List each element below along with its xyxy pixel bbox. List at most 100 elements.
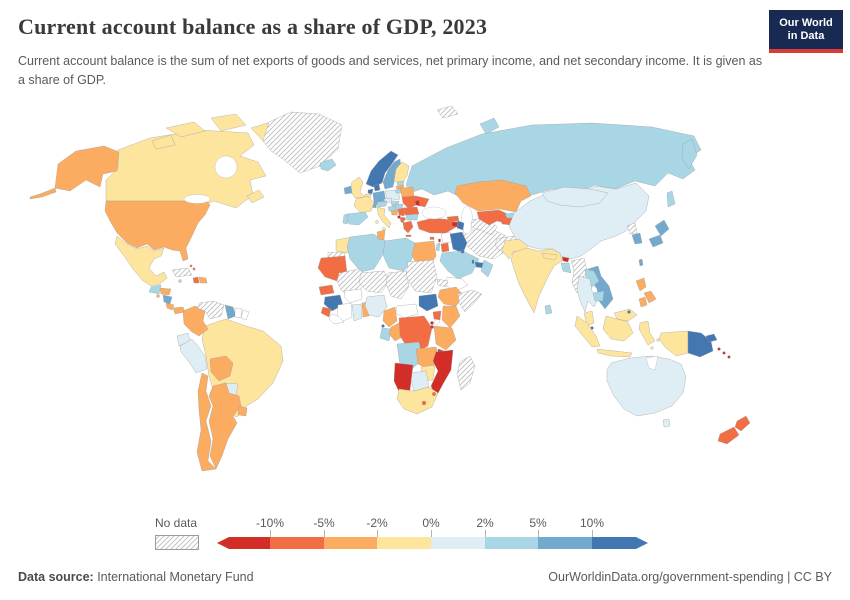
legend-bin-minus5-minus2[interactable]	[324, 537, 377, 549]
country-central-african-republic[interactable]	[395, 303, 419, 319]
country-eritrea[interactable]	[436, 278, 449, 288]
country-guatemala[interactable]	[148, 284, 162, 295]
country-qatar[interactable]	[471, 259, 475, 264]
country-philippines-luzon[interactable]	[635, 277, 647, 292]
country-croatia[interactable]	[387, 205, 397, 212]
country-georgia[interactable]	[446, 215, 460, 223]
legend-bin-above-10[interactable]	[592, 537, 648, 549]
country-dominican-republic[interactable]	[198, 276, 208, 284]
country-spain[interactable]	[344, 211, 369, 226]
country-suriname[interactable]	[234, 307, 243, 319]
country-taiwan[interactable]	[638, 258, 644, 267]
country-indonesia-papua[interactable]	[658, 330, 689, 357]
country-burkina-faso[interactable]	[343, 288, 363, 304]
country-canada-arctic-2[interactable]	[210, 113, 247, 132]
legend-bin-below-minus10[interactable]	[217, 537, 270, 549]
country-ireland[interactable]	[343, 185, 353, 195]
country-kenya[interactable]	[441, 305, 461, 329]
country-jordan[interactable]	[440, 242, 450, 253]
country-china[interactable]	[508, 182, 650, 260]
country-russia-novaya-zemlya[interactable]	[479, 117, 500, 135]
country-bulgaria[interactable]	[405, 213, 419, 221]
country-north-macedonia[interactable]	[402, 217, 406, 221]
country-cambodia[interactable]	[592, 290, 605, 302]
country-philippines-mindanao[interactable]	[643, 290, 657, 304]
country-australia-tasmania[interactable]	[662, 418, 671, 428]
country-malaysia-borneo[interactable]	[613, 308, 638, 322]
country-indonesia-halmahera[interactable]	[656, 338, 660, 342]
country-united-states[interactable]	[104, 196, 211, 262]
country-oman[interactable]	[480, 259, 494, 278]
country-el-salvador[interactable]	[156, 294, 160, 298]
country-indonesia-sumatra[interactable]	[574, 315, 601, 348]
country-algeria[interactable]	[346, 233, 387, 273]
country-australia[interactable]	[606, 355, 687, 417]
country-moldova[interactable]	[414, 199, 421, 207]
country-new-zealand-north[interactable]	[734, 415, 751, 432]
legend-bin-minus10-minus5[interactable]	[270, 537, 324, 549]
country-png-new-britain[interactable]	[705, 333, 718, 343]
country-bahamas-2[interactable]	[192, 267, 196, 271]
country-sierra-leone[interactable]	[320, 306, 332, 318]
country-united-kingdom[interactable]	[349, 176, 366, 199]
country-indonesia-kalimantan[interactable]	[602, 315, 634, 342]
country-azerbaijan[interactable]	[456, 220, 465, 231]
country-cyprus[interactable]	[429, 236, 435, 240]
country-tunisia[interactable]	[376, 229, 386, 241]
country-indonesia-sulawesi[interactable]	[638, 320, 656, 346]
no-data-swatch[interactable]	[155, 535, 199, 550]
country-lesotho[interactable]	[421, 400, 427, 406]
legend-bin-minus2-0[interactable]	[377, 537, 431, 549]
country-cuba[interactable]	[171, 267, 193, 278]
country-rwanda[interactable]	[430, 321, 434, 325]
country-indonesia-maluku[interactable]	[650, 346, 654, 350]
country-syria[interactable]	[440, 231, 453, 244]
country-mozambique[interactable]	[430, 349, 454, 398]
country-montenegro[interactable]	[397, 215, 401, 219]
country-somalia[interactable]	[457, 289, 483, 313]
country-canada-arctic-1[interactable]	[165, 121, 206, 138]
country-south-africa[interactable]	[396, 386, 439, 415]
country-svalbard[interactable]	[436, 105, 459, 119]
country-netherlands[interactable]	[367, 188, 374, 195]
country-lebanon[interactable]	[438, 238, 441, 243]
country-canada-newfoundland[interactable]	[246, 189, 265, 204]
country-greece[interactable]	[402, 220, 414, 234]
country-uganda[interactable]	[432, 310, 442, 321]
country-south-sudan[interactable]	[418, 293, 439, 312]
country-kuwait[interactable]	[460, 249, 465, 254]
country-denmark[interactable]	[373, 183, 381, 192]
country-niger[interactable]	[358, 270, 390, 294]
country-mexico[interactable]	[114, 235, 168, 287]
country-bolivia[interactable]	[209, 355, 234, 382]
country-south-korea[interactable]	[631, 232, 643, 245]
country-guyana[interactable]	[224, 304, 237, 320]
country-eswatini[interactable]	[432, 392, 436, 396]
country-indonesia-java[interactable]	[596, 348, 633, 358]
country-bangladesh[interactable]	[560, 262, 572, 274]
country-thailand[interactable]	[576, 275, 599, 313]
country-italy-sardinia[interactable]	[375, 220, 379, 224]
country-ghana[interactable]	[351, 303, 363, 322]
license-link[interactable]: OurWorldinData.org/government-spending |…	[548, 570, 832, 584]
country-brunei[interactable]	[627, 310, 631, 314]
country-japan-kyushu[interactable]	[648, 234, 664, 248]
country-bosnia[interactable]	[390, 209, 399, 216]
country-peru[interactable]	[179, 338, 208, 374]
country-india[interactable]	[510, 247, 563, 314]
country-angola[interactable]	[396, 341, 424, 370]
country-nepal[interactable]	[541, 252, 558, 261]
country-equatorial-guinea[interactable]	[381, 324, 385, 328]
country-iceland[interactable]	[319, 158, 337, 172]
country-romania[interactable]	[402, 206, 420, 216]
country-kazakhstan[interactable]	[454, 179, 532, 213]
country-chile[interactable]	[196, 372, 217, 472]
country-russia[interactable]	[405, 122, 702, 202]
country-united-states-alaska[interactable]	[54, 145, 120, 192]
country-iraq[interactable]	[449, 231, 468, 254]
country-philippines-visayas[interactable]	[638, 296, 648, 308]
country-portugal[interactable]	[342, 213, 349, 225]
country-serbia[interactable]	[397, 207, 406, 217]
country-solomon-2[interactable]	[722, 351, 726, 355]
country-cote-divoire[interactable]	[336, 302, 353, 322]
